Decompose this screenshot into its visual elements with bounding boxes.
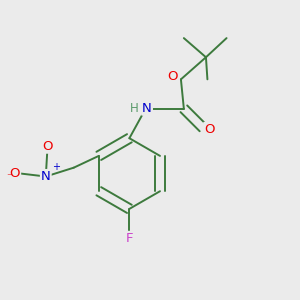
Text: O: O — [42, 140, 52, 153]
Text: N: N — [41, 170, 51, 183]
Text: O: O — [204, 123, 215, 136]
Text: H: H — [130, 102, 139, 115]
Text: F: F — [126, 232, 133, 245]
Text: O: O — [167, 70, 178, 83]
Text: ⁻: ⁻ — [7, 172, 13, 182]
Text: O: O — [10, 167, 20, 180]
Text: N: N — [142, 102, 152, 115]
Text: +: + — [52, 162, 60, 172]
